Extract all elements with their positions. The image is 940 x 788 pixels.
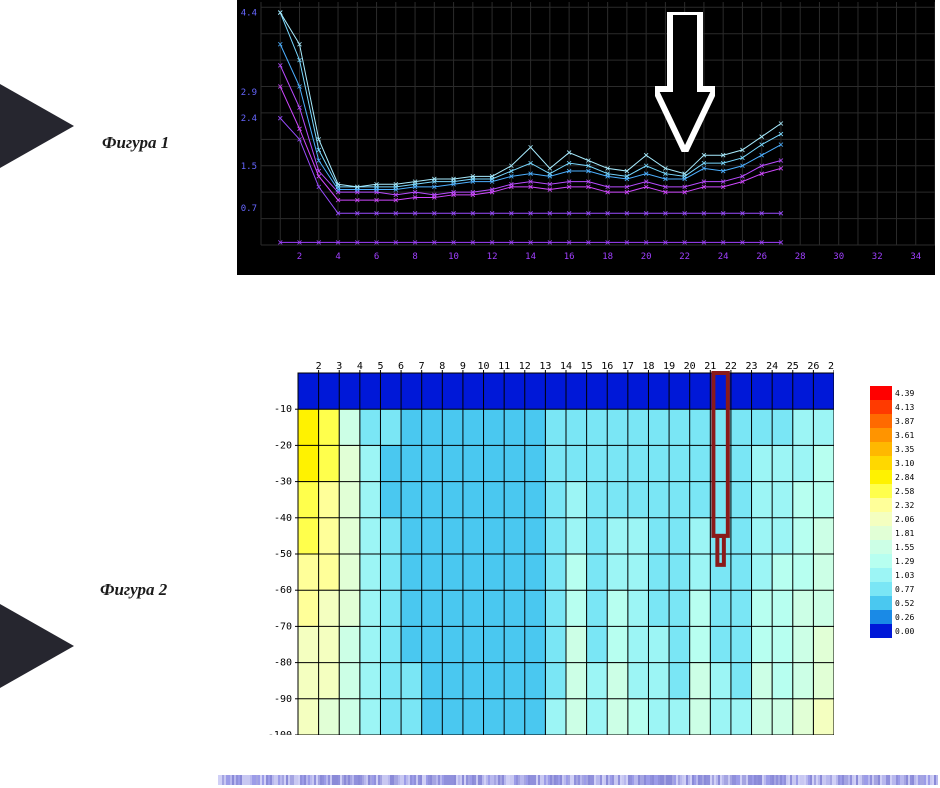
svg-text:34: 34: [910, 252, 921, 262]
colorbar-row: 1.03: [870, 568, 914, 582]
colorbar-label: 0.77: [895, 585, 914, 594]
svg-text:-40: -40: [274, 513, 292, 524]
colorbar-swatch: [870, 512, 892, 526]
colorbar-label: 2.32: [895, 501, 914, 510]
colorbar-row: 0.00: [870, 624, 914, 638]
svg-text:27: 27: [828, 361, 834, 372]
colorbar-row: 4.39: [870, 386, 914, 400]
svg-text:-60: -60: [274, 585, 292, 596]
colorbar-label: 1.55: [895, 543, 914, 552]
colorbar: 4.39 4.13 3.87 3.61 3.35 3.10 2.84 2.58 2.32 2.06…: [870, 386, 914, 638]
svg-text:1.5: 1.5: [241, 162, 257, 172]
svg-text:32: 32: [872, 252, 883, 262]
svg-text:2.4: 2.4: [241, 114, 257, 124]
contour-chart-svg: 2345678910111213141516171819202122232425…: [258, 355, 834, 735]
colorbar-row: 1.29: [870, 554, 914, 568]
svg-text:4: 4: [335, 252, 340, 262]
colorbar-swatch: [870, 554, 892, 568]
colorbar-row: 2.06: [870, 512, 914, 526]
colorbar-row: 0.52: [870, 596, 914, 610]
svg-text:-90: -90: [274, 694, 292, 705]
line-chart-svg: 2468101214161820222426283032340.71.52.42…: [237, 0, 935, 275]
svg-text:6: 6: [374, 252, 379, 262]
colorbar-swatch: [870, 540, 892, 554]
colorbar-label: 3.35: [895, 445, 914, 454]
colorbar-label: 2.58: [895, 487, 914, 496]
svg-text:30: 30: [833, 252, 844, 262]
svg-text:10: 10: [448, 252, 459, 262]
line-chart: 2468101214161820222426283032340.71.52.42…: [237, 0, 935, 275]
svg-text:-50: -50: [274, 549, 292, 560]
colorbar-row: 2.58: [870, 484, 914, 498]
colorbar-row: 2.84: [870, 470, 914, 484]
colorbar-swatch: [870, 386, 892, 400]
svg-text:28: 28: [795, 252, 806, 262]
svg-text:-70: -70: [274, 621, 292, 632]
colorbar-swatch: [870, 400, 892, 414]
svg-text:8: 8: [412, 252, 417, 262]
svg-text:0.7: 0.7: [241, 204, 257, 214]
colorbar-label: 2.06: [895, 515, 914, 524]
colorbar-swatch: [870, 456, 892, 470]
colorbar-label: 2.84: [895, 473, 914, 482]
colorbar-label: 3.61: [895, 431, 914, 440]
decor-arrow-1: [0, 50, 74, 202]
figure-1-label: Фигура 1: [102, 133, 169, 153]
colorbar-swatch: [870, 526, 892, 540]
svg-text:4.4: 4.4: [241, 9, 257, 19]
colorbar-row: 3.61: [870, 428, 914, 442]
svg-text:22: 22: [679, 252, 690, 262]
colorbar-label: 0.52: [895, 599, 914, 608]
decor-arrow-2: [0, 570, 74, 722]
colorbar-swatch: [870, 624, 892, 638]
colorbar-row: 0.26: [870, 610, 914, 624]
colorbar-label: 0.26: [895, 613, 914, 622]
svg-text:14: 14: [525, 252, 536, 262]
colorbar-swatch: [870, 414, 892, 428]
colorbar-row: 3.35: [870, 442, 914, 456]
page: Фигура 1 Фигура 2 2468101214161820222426…: [0, 0, 940, 788]
colorbar-row: 4.13: [870, 400, 914, 414]
colorbar-label: 3.10: [895, 459, 914, 468]
svg-text:24: 24: [718, 252, 729, 262]
svg-text:-100: -100: [268, 730, 292, 735]
svg-text:2: 2: [297, 252, 302, 262]
svg-text:26: 26: [756, 252, 767, 262]
svg-text:18: 18: [602, 252, 613, 262]
colorbar-label: 1.29: [895, 557, 914, 566]
colorbar-label: 4.13: [895, 403, 914, 412]
colorbar-label: 1.03: [895, 571, 914, 580]
contour-chart: 2345678910111213141516171819202122232425…: [258, 355, 834, 735]
svg-text:-10: -10: [274, 404, 292, 415]
figure-2-label: Фигура 2: [100, 580, 167, 600]
svg-text:20: 20: [641, 252, 652, 262]
colorbar-swatch: [870, 610, 892, 624]
colorbar-label: 3.87: [895, 417, 914, 426]
svg-text:16: 16: [564, 252, 575, 262]
colorbar-row: 3.87: [870, 414, 914, 428]
svg-text:-20: -20: [274, 440, 292, 451]
colorbar-swatch: [870, 484, 892, 498]
svg-text:2.9: 2.9: [241, 88, 257, 98]
colorbar-label: 1.81: [895, 529, 914, 538]
colorbar-swatch: [870, 470, 892, 484]
colorbar-row: 2.32: [870, 498, 914, 512]
colorbar-swatch: [870, 596, 892, 610]
colorbar-row: 0.77: [870, 582, 914, 596]
noise-strip: [218, 775, 938, 785]
colorbar-swatch: [870, 442, 892, 456]
colorbar-swatch: [870, 428, 892, 442]
colorbar-row: 1.81: [870, 526, 914, 540]
colorbar-row: 1.55: [870, 540, 914, 554]
svg-text:-80: -80: [274, 658, 292, 669]
colorbar-swatch: [870, 568, 892, 582]
svg-text:-30: -30: [274, 477, 292, 488]
colorbar-swatch: [870, 498, 892, 512]
colorbar-label: 0.00: [895, 627, 914, 636]
svg-text:12: 12: [487, 252, 498, 262]
colorbar-row: 3.10: [870, 456, 914, 470]
colorbar-swatch: [870, 582, 892, 596]
colorbar-label: 4.39: [895, 389, 914, 398]
